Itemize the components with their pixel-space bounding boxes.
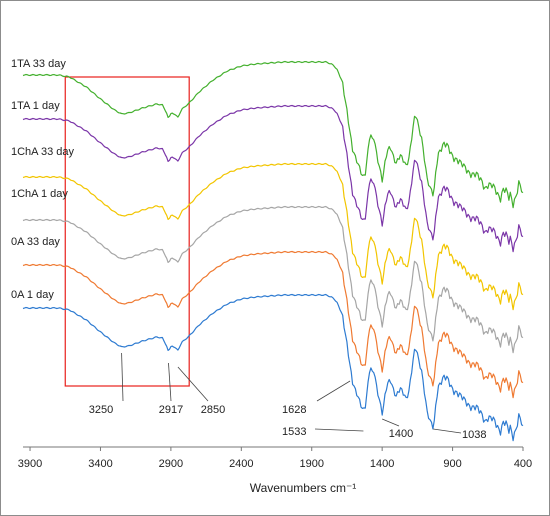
peak-leader-line — [316, 380, 351, 402]
series-line — [22, 205, 524, 354]
peak-label: 1400 — [389, 428, 413, 440]
x-tick-label: 2900 — [159, 458, 183, 470]
peak-label: 1533 — [282, 426, 306, 438]
x-tick-label: 2400 — [229, 458, 253, 470]
series-label: 1ChA 33 day — [11, 146, 74, 158]
series-label: 0A 1 day — [11, 289, 54, 301]
series-line — [22, 60, 524, 209]
peak-label: 2850 — [201, 404, 225, 416]
peak-label: 1038 — [462, 429, 486, 441]
series-line — [22, 293, 524, 442]
series-label: 1ChA 1 day — [11, 188, 68, 200]
peak-leader-line — [177, 366, 209, 402]
peak-label: 2917 — [159, 404, 183, 416]
x-tick-label: 900 — [443, 458, 461, 470]
peak-label: 1628 — [282, 404, 306, 416]
series-line — [22, 250, 524, 399]
x-axis-title: Wavenumbers cm⁻¹ — [250, 481, 357, 495]
series-line — [22, 162, 524, 311]
x-tick-label: 3400 — [88, 458, 112, 470]
series-label: 1TA 33 day — [11, 58, 66, 70]
peak-leader-line — [314, 428, 364, 432]
x-tick-label: 1400 — [370, 458, 394, 470]
highlight-box — [64, 76, 190, 387]
peak-leader-line — [382, 418, 400, 427]
peak-label: 3250 — [89, 404, 113, 416]
peak-leader-line — [168, 362, 172, 402]
x-tick-label: 1900 — [299, 458, 323, 470]
series-line — [22, 104, 524, 253]
x-tick-label: 3900 — [18, 458, 42, 470]
series-label: 1TA 1 day — [11, 100, 60, 112]
peak-leader-line — [121, 352, 124, 402]
series-label: 0A 33 day — [11, 236, 60, 248]
peak-leader-line — [433, 428, 462, 434]
x-tick-label: 400 — [514, 458, 532, 470]
